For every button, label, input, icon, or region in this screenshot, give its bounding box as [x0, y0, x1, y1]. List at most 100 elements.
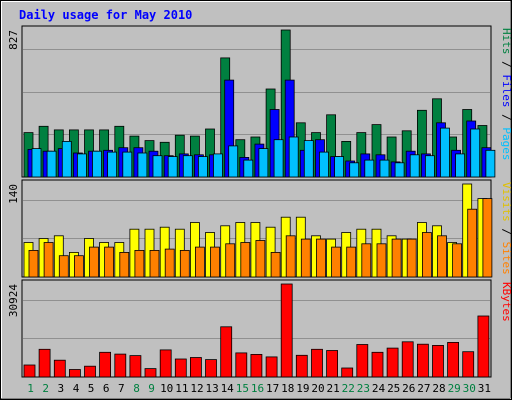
bar-kbytes-day-9: [144, 368, 157, 378]
bar-sites-day-27: [421, 232, 432, 278]
bar-sites-day-30: [467, 208, 478, 278]
bar-sites-day-6: [104, 246, 114, 278]
bar-pages-day-14: [228, 145, 239, 178]
bar-kbytes-day-30: [462, 351, 475, 378]
day-label-19: 19: [296, 382, 309, 395]
bar-kbytes-day-29: [447, 341, 460, 378]
bar-kbytes-day-1: [23, 364, 36, 378]
bar-kbytes-day-21: [326, 350, 339, 378]
day-label-22: 22: [342, 382, 355, 395]
bar-kbytes-day-22: [341, 367, 354, 378]
panel-kbytes: 30924 KBytes: [7, 279, 512, 378]
max-label-visits-sites: 140: [7, 184, 20, 204]
bar-kbytes-day-24: [371, 351, 384, 378]
axis-legend-files: Files: [500, 74, 512, 107]
series-sites: [28, 198, 493, 278]
bar-kbytes-day-6: [99, 351, 111, 378]
day-label-7: 7: [118, 382, 125, 395]
bar-kbytes-day-19: [295, 354, 308, 378]
day-label-4: 4: [73, 382, 80, 395]
axis-legend-separator: /: [500, 222, 512, 242]
bar-pages-day-6: [107, 151, 117, 178]
series-pages: [31, 127, 496, 178]
day-label-14: 14: [221, 382, 235, 395]
axis-legend-separator: /: [500, 55, 512, 75]
bar-pages-day-22: [349, 162, 360, 178]
bar-kbytes-day-25: [386, 347, 399, 378]
bar-sites-day-4: [74, 255, 84, 278]
bar-pages-day-13: [213, 153, 223, 178]
bar-sites-day-17: [270, 251, 281, 278]
day-label-31: 31: [478, 382, 491, 395]
bar-sites-day-21: [331, 246, 342, 278]
day-label-18: 18: [281, 382, 294, 395]
axis-legend-kbytes: KBytes: [500, 282, 512, 322]
axis-legend-visits: Visits: [500, 182, 512, 222]
bar-sites-day-5: [89, 246, 99, 278]
bar-kbytes-day-14: [220, 326, 233, 378]
bar-sites-day-3: [58, 255, 69, 278]
day-labels: 1 2 3 4 5 6 7 8 9 10 11 12 13 14 15 16 17 18 19 20 21 22 23 24 2…: [27, 382, 491, 395]
bar-kbytes-day-28: [432, 344, 444, 378]
bar-kbytes-day-5: [84, 365, 96, 378]
bar-pages-day-16: [258, 148, 269, 178]
day-label-13: 13: [205, 382, 218, 395]
bar-pages-day-5: [92, 150, 102, 178]
bar-sites-day-26: [406, 238, 417, 278]
bar-pages-day-25: [394, 162, 405, 178]
bar-pages-day-15: [243, 159, 254, 178]
bar-kbytes-day-7: [114, 353, 127, 378]
bar-sites-day-13: [210, 246, 220, 278]
bar-pages-day-26: [409, 154, 420, 178]
day-label-6: 6: [103, 382, 110, 395]
series-kbytes: [23, 283, 490, 378]
bar-pages-day-7: [122, 151, 133, 178]
bar-pages-day-20: [319, 151, 329, 178]
bar-sites-day-19: [300, 238, 311, 278]
bar-pages-day-10: [167, 156, 178, 178]
day-label-3: 3: [57, 382, 64, 395]
day-label-26: 26: [402, 382, 415, 395]
day-label-24: 24: [372, 382, 386, 395]
bar-pages-day-4: [77, 153, 87, 178]
bar-pages-day-21: [334, 156, 345, 178]
day-label-2: 2: [42, 382, 49, 395]
bar-pages-day-8: [137, 152, 148, 178]
axis-legend-sites: Sites: [500, 242, 512, 275]
bar-kbytes-day-15: [235, 352, 248, 378]
bar-sites-day-12: [194, 246, 205, 278]
day-label-28: 28: [432, 382, 445, 395]
bar-pages-day-9: [152, 155, 163, 178]
bar-kbytes-day-31: [477, 315, 490, 378]
day-label-20: 20: [311, 382, 324, 395]
bar-pages-day-17: [273, 139, 284, 178]
bar-kbytes-day-16: [250, 353, 263, 378]
bar-pages-day-18: [288, 136, 299, 178]
bar-pages-day-28: [440, 127, 450, 178]
bar-pages-day-11: [182, 155, 193, 178]
max-label-hits-files-pages: 827: [7, 30, 20, 50]
axis-legend-hits-files-pages: Hits / Files / Pages: [500, 28, 512, 161]
day-label-9: 9: [148, 382, 155, 395]
bar-sites-day-2: [43, 242, 54, 278]
panel-hits-files-pages: 827 Hits / Files / Pages: [7, 25, 512, 178]
day-label-16: 16: [251, 382, 264, 395]
bar-pages-day-12: [197, 156, 208, 178]
axis-legend-separator: /: [500, 108, 512, 128]
bar-kbytes-day-13: [205, 359, 217, 378]
chart-title: Daily usage for May 2010: [19, 8, 192, 22]
bar-kbytes-day-11: [174, 358, 187, 378]
bar-sites-day-22: [346, 246, 357, 278]
day-label-29: 29: [448, 382, 461, 395]
day-label-23: 23: [357, 382, 370, 395]
day-label-5: 5: [88, 382, 95, 395]
day-label-15: 15: [236, 382, 249, 395]
bar-kbytes-day-10: [159, 349, 172, 378]
day-label-30: 30: [463, 382, 476, 395]
bar-pages-day-2: [46, 150, 57, 178]
bar-sites-day-1: [28, 249, 39, 278]
bar-sites-day-7: [119, 251, 130, 278]
day-label-11: 11: [175, 382, 188, 395]
bar-sites-day-10: [164, 248, 175, 278]
bar-pages-day-29: [455, 153, 466, 178]
